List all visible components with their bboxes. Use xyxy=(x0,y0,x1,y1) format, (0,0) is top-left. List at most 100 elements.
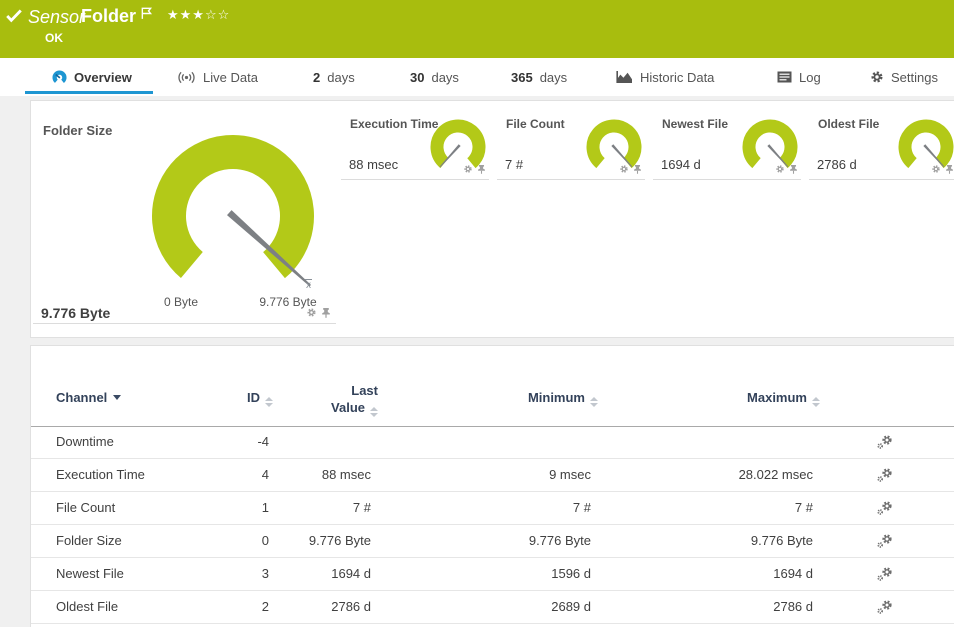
table-row-newest-file: Newest File 3 1694 d 1596 d 1694 d xyxy=(31,558,954,591)
tab-label: days xyxy=(539,69,568,85)
table-header-divider xyxy=(31,426,954,427)
tab-label: Historic Data xyxy=(640,69,715,85)
tab-log[interactable]: Log xyxy=(777,58,821,96)
column-header-label: Value xyxy=(331,400,365,415)
gauge-tile-file-count: File Count 7 # xyxy=(497,109,645,180)
channel-name[interactable]: Folder Size xyxy=(56,533,122,548)
active-tab-underline xyxy=(25,91,153,94)
sort-arrows-icon xyxy=(370,407,378,417)
gauge-scale-max: 9.776 Byte xyxy=(259,295,317,309)
stars-empty: ☆☆ xyxy=(204,8,231,23)
gauge-tile-newest-file: Newest File 1694 d xyxy=(653,109,801,180)
column-header-last-value[interactable]: Last Value xyxy=(271,382,378,417)
pin-icon[interactable] xyxy=(633,164,642,174)
pin-icon[interactable] xyxy=(789,164,798,174)
column-header-minimum[interactable]: Minimum xyxy=(411,390,598,407)
channel-id: 1 xyxy=(261,500,269,515)
tab-overview[interactable]: Overview xyxy=(52,58,132,96)
gauge-title: Newest File xyxy=(662,117,729,131)
stars-filled: ★★★ xyxy=(167,8,205,23)
priority-stars[interactable]: ★★★☆☆ xyxy=(167,8,230,23)
channel-name[interactable]: Execution Time xyxy=(56,467,145,482)
file-count-gauge xyxy=(586,119,642,175)
tab-historic-data[interactable]: Historic Data xyxy=(616,58,714,96)
table-row-downtime: Downtime -4 xyxy=(31,426,954,459)
gauge-settings-gear-icon[interactable] xyxy=(463,164,473,174)
broadcast-icon xyxy=(178,71,195,83)
column-header-label: Last xyxy=(351,383,378,398)
channel-id: 0 xyxy=(261,533,269,548)
gauge-settings-gear-icon[interactable] xyxy=(931,164,941,174)
average-marker: x xyxy=(305,279,312,291)
sort-arrows-icon xyxy=(812,397,820,407)
channel-maximum: 1694 d xyxy=(773,566,813,581)
channel-name[interactable]: File Count xyxy=(56,500,116,515)
gauge-scale-min: 0 Byte xyxy=(163,295,199,309)
gauge-tile-execution-time: Execution Time 88 msec xyxy=(341,109,489,180)
tab-live-data[interactable]: Live Data xyxy=(177,58,258,96)
pin-icon[interactable] xyxy=(945,164,954,174)
channel-minimum: 9.776 Byte xyxy=(528,533,591,548)
channel-id: 3 xyxy=(261,566,269,581)
column-header-id[interactable]: ID xyxy=(181,390,273,407)
oldest-file-gauge xyxy=(898,119,954,175)
channel-settings-icon[interactable] xyxy=(876,434,893,455)
tab-settings[interactable]: Settings xyxy=(870,58,938,96)
sensor-header-bar: Sensor Folder ★★★☆☆ OK xyxy=(0,0,954,58)
channel-settings-icon[interactable] xyxy=(876,566,893,587)
channel-last-value: 7 # xyxy=(352,500,371,515)
column-header-channel[interactable]: Channel xyxy=(56,390,122,405)
tab-label: Live Data xyxy=(203,69,258,85)
gauge-tile-oldest-file: Oldest File 2786 d xyxy=(809,109,954,180)
table-row-folder-size: Folder Size 0 9.776 Byte 9.776 Byte 9.77… xyxy=(31,525,954,558)
folder-size-gauge xyxy=(152,135,314,297)
channel-settings-icon[interactable] xyxy=(876,599,893,620)
table-row-execution-time: Execution Time 4 88 msec 9 msec 28.022 m… xyxy=(31,459,954,492)
channel-minimum: 2689 d xyxy=(551,599,591,614)
area-chart-icon xyxy=(616,71,632,83)
column-header-label: ID xyxy=(247,390,260,405)
overview-panel: Folder Size 0 Byte 9.776 Byte x 9.776 By… xyxy=(30,100,954,338)
gauge-title: Oldest File xyxy=(818,117,880,131)
channel-maximum: 28.022 msec xyxy=(738,467,813,482)
gauge-icon xyxy=(52,69,67,85)
channel-last-value: 2786 d xyxy=(331,599,371,614)
status-check-icon xyxy=(6,9,22,23)
status-badge: OK xyxy=(45,31,63,45)
gauge-tile-folder-size: Folder Size 0 Byte 9.776 Byte x 9.776 By… xyxy=(33,109,336,324)
channel-settings-icon[interactable] xyxy=(876,533,893,554)
tab-number: 2 xyxy=(313,69,321,85)
channel-name[interactable]: Newest File xyxy=(56,566,124,581)
column-header-maximum[interactable]: Maximum xyxy=(631,390,820,407)
tab-30-days[interactable]: 30 days xyxy=(410,58,459,96)
table-row-file-count: File Count 1 7 # 7 # 7 # xyxy=(31,492,954,525)
tab-label: days xyxy=(327,69,355,85)
channel-minimum: 9 msec xyxy=(549,467,591,482)
flag-icon[interactable] xyxy=(141,7,153,20)
channel-id: -4 xyxy=(257,434,269,449)
gauge-settings-gear-icon[interactable] xyxy=(775,164,785,174)
tab-bar: Overview Live Data 2 days 30 days 365 da… xyxy=(0,58,954,96)
gauge-value: 7 # xyxy=(505,157,524,172)
gauge-settings-gear-icon[interactable] xyxy=(306,307,317,318)
pin-icon[interactable] xyxy=(477,164,486,174)
tab-label: Overview xyxy=(74,69,132,85)
tab-number: 365 xyxy=(511,69,533,85)
channel-last-value: 88 msec xyxy=(321,467,371,482)
tab-365-days[interactable]: 365 days xyxy=(511,58,567,96)
channel-settings-icon[interactable] xyxy=(876,467,893,488)
tab-2-days[interactable]: 2 days xyxy=(313,58,355,96)
gauge-value: 2786 d xyxy=(817,157,857,172)
channel-table-panel: Channel ID Last Value Minimum Maximum Do… xyxy=(30,345,954,627)
channel-name[interactable]: Downtime xyxy=(56,434,114,449)
sensor-type-label: Sensor xyxy=(28,7,86,27)
pin-icon[interactable] xyxy=(321,307,331,318)
channel-settings-icon[interactable] xyxy=(876,500,893,521)
channel-id: 4 xyxy=(261,467,269,482)
gauge-value: 9.776 Byte xyxy=(41,305,111,321)
gauge-value: 88 msec xyxy=(349,157,399,172)
channel-name[interactable]: Oldest File xyxy=(56,599,119,614)
gauge-settings-gear-icon[interactable] xyxy=(619,164,629,174)
channel-minimum: 7 # xyxy=(572,500,591,515)
